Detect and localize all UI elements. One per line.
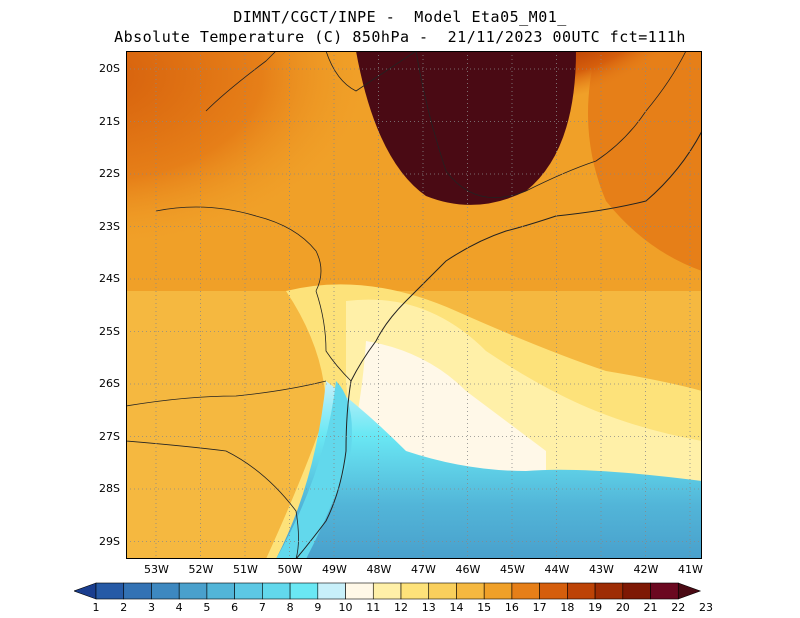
hot-core bbox=[356, 51, 576, 205]
state-border-8 bbox=[525, 51, 687, 192]
colorbar-tick-label: 21 bbox=[643, 601, 658, 614]
colorbar-swatch bbox=[622, 582, 651, 600]
colorbar-tick-label: 11 bbox=[366, 601, 381, 614]
colorbar-swatch bbox=[206, 582, 235, 600]
state-border-3 bbox=[155, 206, 322, 292]
colorbar-swatch bbox=[483, 582, 513, 600]
lon-tick-label: 43W bbox=[589, 563, 614, 576]
coastline bbox=[295, 130, 702, 559]
lon-tick-label: 52W bbox=[188, 563, 214, 576]
colorbar bbox=[74, 582, 702, 600]
colorbar-tick-label: 5 bbox=[203, 601, 211, 614]
colorbar-swatch bbox=[95, 582, 125, 600]
colorbar-tick-label: 18 bbox=[560, 601, 575, 614]
map-title-line1: DIMNT/CGCT/INPE - Model Eta05_M01_ bbox=[233, 8, 567, 26]
colorbar-swatch bbox=[456, 582, 485, 600]
colorbar-swatch bbox=[345, 582, 374, 600]
colorbar-tick-label: 1 bbox=[92, 601, 100, 614]
colorbar-tick-label: 20 bbox=[615, 601, 630, 614]
lon-tick-label: 47W bbox=[411, 563, 436, 576]
colorbar-tick-label: 10 bbox=[338, 601, 353, 614]
colorbar-tick-label: 15 bbox=[477, 601, 492, 614]
colorbar-swatch bbox=[511, 582, 540, 600]
lon-tick-label: 48W bbox=[366, 563, 392, 576]
lat-tick-label: 23S bbox=[99, 219, 120, 233]
colorbar-swatch bbox=[594, 582, 624, 600]
temperature-map bbox=[126, 51, 702, 559]
map-title-line2: Absolute Temperature (C) 850hPa - 21/11/… bbox=[114, 28, 686, 46]
colorbar-swatch bbox=[262, 582, 291, 600]
colorbar-tick-label: 16 bbox=[504, 601, 519, 614]
lon-tick-label: 42W bbox=[633, 563, 659, 576]
state-border-1 bbox=[126, 380, 327, 407]
colorbar-tick-label: 12 bbox=[394, 601, 408, 614]
lon-tick-label: 51W bbox=[233, 563, 258, 576]
lon-tick-label: 49W bbox=[322, 563, 347, 576]
lat-tick-label: 26S bbox=[99, 377, 120, 390]
colorbar-swatch bbox=[234, 582, 263, 600]
lon-tick-label: 45W bbox=[500, 563, 525, 576]
colorbar-arrow-high bbox=[677, 582, 702, 600]
colorbar-tick-label: 22 bbox=[671, 601, 686, 614]
colorbar-tick-label: 23 bbox=[699, 601, 713, 614]
lat-tick-label: 21S bbox=[99, 114, 120, 128]
lat-lon-grid bbox=[126, 51, 702, 559]
colorbar-tick-label: 3 bbox=[147, 601, 155, 614]
lat-tick-label: 27S bbox=[99, 429, 120, 443]
lat-tick-label: 20S bbox=[99, 62, 120, 75]
colorbar-swatch bbox=[400, 582, 430, 600]
lat-tick-label: 24S bbox=[99, 272, 120, 285]
lat-tick-label: 28S bbox=[99, 482, 120, 495]
lon-tick-label: 46W bbox=[455, 563, 481, 576]
lat-tick-label: 29S bbox=[99, 534, 120, 548]
colorbar-swatch bbox=[289, 582, 319, 600]
colorbar-tick-label: 19 bbox=[588, 601, 603, 614]
colorbar-tick-label: 2 bbox=[120, 601, 128, 614]
state-border-7 bbox=[415, 51, 527, 198]
lon-tick-label: 41W bbox=[678, 563, 703, 576]
colorbar-swatch bbox=[123, 582, 152, 600]
colorbar-tick-label: 8 bbox=[286, 601, 294, 614]
colorbar-swatch bbox=[372, 582, 402, 600]
state-border-5 bbox=[205, 51, 277, 112]
lat-tick-label: 25S bbox=[99, 324, 120, 338]
colorbar-swatch bbox=[650, 582, 679, 600]
lon-tick-label: 44W bbox=[544, 563, 570, 576]
state-border-4 bbox=[315, 290, 352, 382]
state-border-6 bbox=[325, 51, 417, 92]
lat-tick-label: 22S bbox=[99, 167, 120, 180]
map-frame bbox=[126, 51, 702, 559]
colorbar-tick-label: 9 bbox=[314, 601, 322, 614]
colorbar-swatch bbox=[428, 582, 457, 600]
colorbar-tick-label: 6 bbox=[231, 601, 239, 614]
colorbar-swatch bbox=[539, 582, 568, 600]
colorbar-tick-label: 14 bbox=[449, 601, 464, 614]
state-border-2 bbox=[126, 440, 299, 559]
colorbar-tick-label: 4 bbox=[175, 601, 183, 614]
lon-tick-label: 50W bbox=[277, 563, 303, 576]
cold-strip bbox=[276, 381, 352, 559]
colorbar-tick-label: 13 bbox=[421, 601, 436, 614]
colorbar-arrow-low bbox=[74, 582, 97, 600]
colorbar-swatch bbox=[178, 582, 208, 600]
colorbar-swatch bbox=[151, 582, 180, 600]
colorbar-tick-label: 7 bbox=[258, 601, 266, 614]
cold-ocean-south bbox=[276, 381, 702, 559]
colorbar-tick-label: 17 bbox=[532, 601, 547, 614]
colorbar-swatch bbox=[567, 582, 596, 600]
colorbar-swatch bbox=[317, 582, 346, 600]
lon-tick-label: 53W bbox=[144, 563, 169, 576]
